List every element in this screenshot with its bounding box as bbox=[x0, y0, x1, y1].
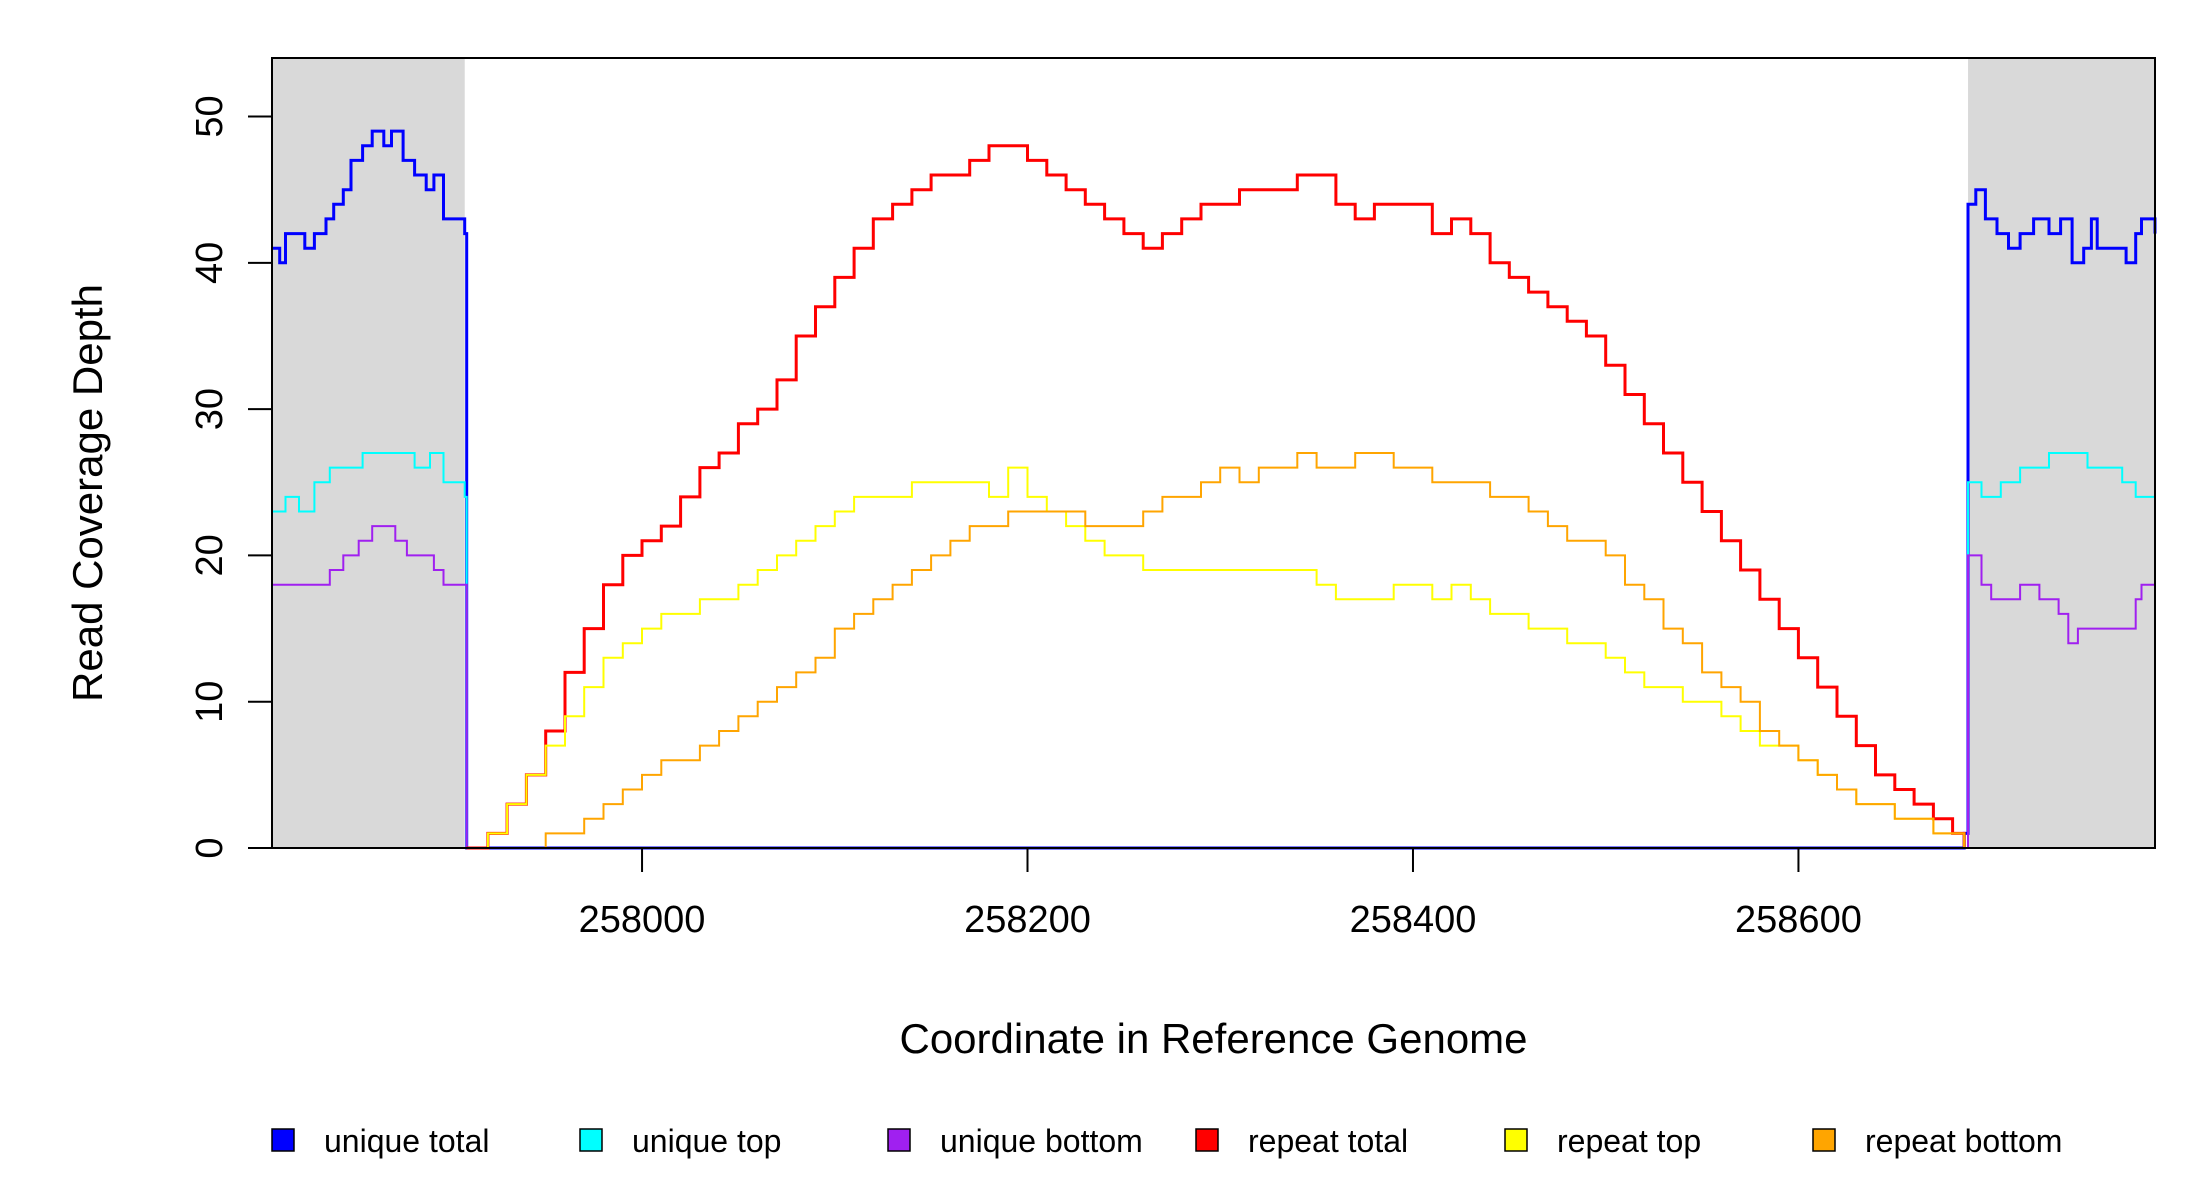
legend-swatch-repeat-top bbox=[1504, 1128, 1528, 1152]
x-axis-title: Coordinate in Reference Genome bbox=[899, 1015, 1527, 1062]
legend-label-repeat-bottom: repeat bottom bbox=[1865, 1123, 2062, 1159]
legend-swatch-unique-bottom bbox=[887, 1128, 911, 1152]
legend-label-unique-top: unique top bbox=[632, 1123, 781, 1159]
x-axis: 258000 258200 258400 258600 bbox=[579, 847, 1862, 941]
series-line-unique-bottom bbox=[272, 525, 2156, 849]
legend-label-unique-total: unique total bbox=[324, 1123, 489, 1159]
legend-label-repeat-total: repeat total bbox=[1248, 1123, 1408, 1159]
legend-swatch-unique-top bbox=[579, 1128, 603, 1152]
legend-label-repeat-top: repeat top bbox=[1557, 1123, 1701, 1159]
y-axis: 0 10 20 30 40 50 bbox=[189, 95, 273, 859]
legend: unique total unique top unique bottom repea… bbox=[271, 1123, 2062, 1159]
y-axis-title: Read Coverage Depth bbox=[64, 284, 111, 702]
legend-swatch-repeat-bottom bbox=[1812, 1128, 1836, 1152]
x-tick-label: 258600 bbox=[1735, 899, 1862, 941]
y-tick-label: 40 bbox=[189, 242, 231, 284]
series-line-repeat-top bbox=[466, 466, 1966, 849]
series-line-unique-top bbox=[272, 452, 2156, 849]
y-tick-label: 30 bbox=[189, 388, 231, 430]
series-line-repeat-total bbox=[466, 144, 1966, 850]
series-lines bbox=[272, 129, 2157, 850]
y-tick-label: 50 bbox=[189, 95, 231, 137]
x-tick-label: 258200 bbox=[964, 899, 1091, 941]
y-tick-label: 0 bbox=[189, 837, 231, 858]
y-tick-label: 20 bbox=[189, 534, 231, 576]
series-line-unique-total bbox=[272, 129, 2157, 850]
legend-swatch-unique-total bbox=[271, 1128, 295, 1152]
y-tick-label: 10 bbox=[189, 681, 231, 723]
legend-label-unique-bottom: unique bottom bbox=[940, 1123, 1143, 1159]
legend-swatch-repeat-total bbox=[1195, 1128, 1219, 1152]
x-tick-label: 258000 bbox=[579, 899, 706, 941]
x-tick-label: 258400 bbox=[1350, 899, 1477, 941]
series-line-repeat-bottom bbox=[466, 452, 1966, 849]
